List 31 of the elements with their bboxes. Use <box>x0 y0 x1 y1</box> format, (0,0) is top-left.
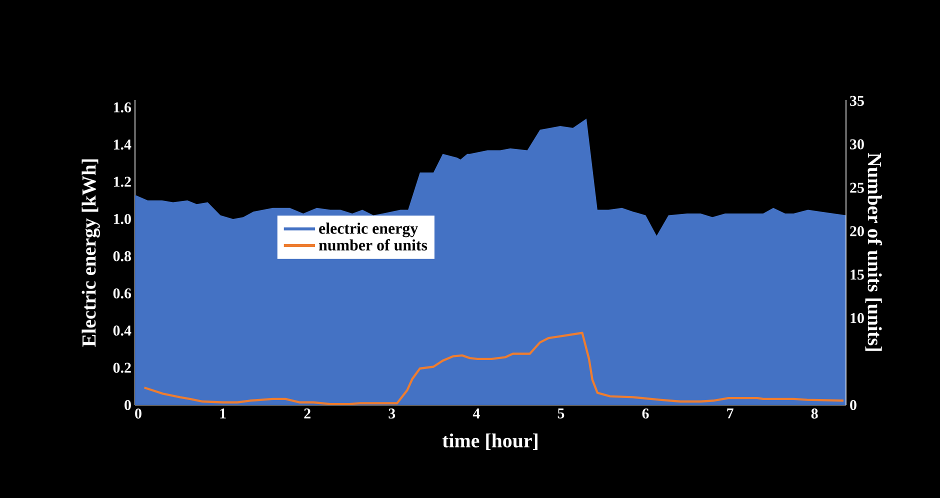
y-tick-label: 0.8 <box>113 251 131 262</box>
y-tick-label: 1.0 <box>114 214 131 224</box>
legend-label: electric energy <box>319 222 418 238</box>
x-tick-label: 8 <box>811 408 818 419</box>
y2-axis-title: Number of units [units] <box>865 152 882 351</box>
x-tick-label: 1 <box>220 408 226 418</box>
y-tick-label: 0 <box>124 400 131 410</box>
y2-tick-label: 30 <box>850 139 864 150</box>
y-tick-label: 0.2 <box>113 362 131 373</box>
y2-tick-label: 15 <box>850 270 864 280</box>
x-tick-label: 3 <box>388 408 396 419</box>
x-axis-title: time [hour] <box>442 433 538 450</box>
y-tick-label: 1.4 <box>114 140 132 150</box>
line-series <box>143 332 845 405</box>
x-tick-label: 5 <box>558 408 564 418</box>
y-tick-label: 1.6 <box>114 102 132 112</box>
y-tick-label: 1.2 <box>114 176 131 187</box>
y2-tick-label: 20 <box>850 226 864 236</box>
legend-label: number of units <box>318 239 428 251</box>
y2-tick-label: 10 <box>850 313 864 324</box>
x-tick-label: 0 <box>135 408 142 419</box>
y-axis-title: Electric energy [kWh] <box>82 159 100 347</box>
y2-tick-label: 35 <box>850 96 864 106</box>
x-tick-label: 4 <box>472 408 480 418</box>
x-tick-label: 7 <box>727 408 734 418</box>
y-tick-label: 0.6 <box>113 288 132 298</box>
y-tick-label: 0.4 <box>113 326 132 336</box>
y2-tick-label: 25 <box>850 182 864 193</box>
y2-tick-label: 0 <box>850 400 856 410</box>
x-tick-label: 2 <box>304 408 310 418</box>
x-tick-label: 6 <box>642 408 649 419</box>
